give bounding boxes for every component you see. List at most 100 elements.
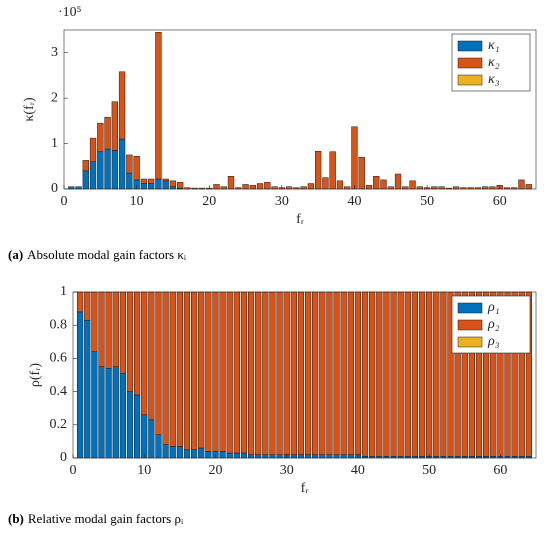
bar-segment <box>77 291 84 313</box>
y-axis-label: ρ(fᵣ) <box>28 363 43 388</box>
bar-segment <box>98 366 105 459</box>
y-tick-label: 0.2 <box>50 417 68 432</box>
bar-segment <box>126 291 134 392</box>
bar-segment <box>433 291 440 457</box>
bar-segment <box>162 291 169 445</box>
bar-segment <box>249 185 256 190</box>
bar-segment <box>169 186 177 190</box>
bar-segment <box>198 291 205 449</box>
bar-segment <box>354 291 362 455</box>
x-tick-label: 60 <box>493 463 507 478</box>
bar-segment <box>84 319 91 459</box>
bar-segment <box>176 446 183 459</box>
bar-segment <box>98 291 105 367</box>
bar-segment <box>307 183 315 190</box>
legend-swatch <box>457 336 483 348</box>
bar-segment <box>397 291 404 457</box>
bar-segment <box>233 291 240 454</box>
legend-label: ρ₂ <box>487 317 500 332</box>
bar-segment <box>141 291 148 416</box>
bar-segment <box>111 101 118 151</box>
bar-segment <box>262 291 269 455</box>
bar-segment <box>213 184 220 190</box>
bar-segment <box>177 181 184 189</box>
bar-segment <box>169 446 176 459</box>
bar-segment <box>482 186 489 190</box>
bar-segment <box>314 151 322 190</box>
bar-segment <box>226 291 233 454</box>
y-tick-label: 3 <box>51 45 58 60</box>
bar-segment <box>112 366 119 459</box>
bar-segment <box>162 180 169 190</box>
legend-swatch <box>457 319 483 331</box>
legend-swatch <box>457 57 483 69</box>
bar-segment <box>297 291 305 455</box>
bar-segment <box>134 394 141 459</box>
y-tick-label: 0.6 <box>50 351 68 366</box>
legend-swatch <box>457 40 483 52</box>
bar-segment <box>300 186 307 190</box>
bar-segment <box>452 186 460 190</box>
bar-segment <box>518 179 525 190</box>
bar-segment <box>190 449 198 459</box>
bar-segment <box>212 291 219 452</box>
bar-segment <box>347 454 354 459</box>
bar-segment <box>91 351 98 459</box>
bar-segment <box>426 291 433 457</box>
bar-segment <box>105 291 112 369</box>
bar-segment <box>126 172 133 190</box>
bar-segment <box>84 291 91 321</box>
bar-segment <box>133 156 140 181</box>
x-axis-label: fᵣ <box>296 212 304 227</box>
legend-label: κ₂ <box>488 55 500 70</box>
bar-segment <box>91 291 98 353</box>
bar-segment <box>183 449 191 459</box>
bar-segment <box>431 186 438 190</box>
bar-segment <box>155 178 162 190</box>
bar-segment <box>409 180 416 190</box>
bar-segment <box>333 291 340 455</box>
bar-segment <box>416 186 423 190</box>
bar-segment <box>290 291 297 455</box>
bar-segment <box>411 291 419 457</box>
bar-segment <box>283 291 290 455</box>
x-tick-label: 40 <box>347 194 361 209</box>
bar-segment <box>155 291 162 436</box>
legend-swatch <box>457 302 483 314</box>
bar-segment <box>394 173 402 190</box>
bar-segment <box>240 291 248 454</box>
x-tick-label: 20 <box>202 194 216 209</box>
bar-segment <box>347 291 354 455</box>
bar-segment <box>104 116 111 150</box>
bar-segment <box>440 291 447 457</box>
x-tick-label: 30 <box>280 463 294 478</box>
bar-segment <box>226 452 233 459</box>
bar-segment <box>97 122 104 152</box>
y-tick-label: 1 <box>51 136 58 151</box>
bar-segment <box>373 176 380 190</box>
bar-segment <box>340 454 347 459</box>
bar-segment <box>105 368 112 459</box>
bar-segment <box>162 444 169 459</box>
bar-segment <box>219 291 226 452</box>
x-tick-label: 50 <box>422 463 436 478</box>
caption: (a) Absolute modal gain factors κᵢ <box>8 247 187 262</box>
y-tick-label: 1 <box>60 284 67 299</box>
bar-segment <box>438 186 445 190</box>
bar-segment <box>118 138 126 190</box>
bar-segment <box>361 291 369 457</box>
bar-segment <box>155 32 162 180</box>
bar-segment <box>82 160 89 172</box>
bar-segment <box>387 186 394 190</box>
bar-segment <box>242 184 249 190</box>
bar-segment <box>312 291 319 455</box>
bar-segment <box>256 183 264 190</box>
caption: (b) Relative modal gain factors ρᵢ <box>8 511 184 526</box>
bar-segment <box>304 291 312 455</box>
x-tick-label: 30 <box>275 194 289 209</box>
axes-box <box>63 29 537 190</box>
bar-segment <box>112 291 119 367</box>
y-tick-label: 0.4 <box>50 384 68 399</box>
bar-segment <box>82 170 89 190</box>
bar-segment <box>402 186 409 190</box>
